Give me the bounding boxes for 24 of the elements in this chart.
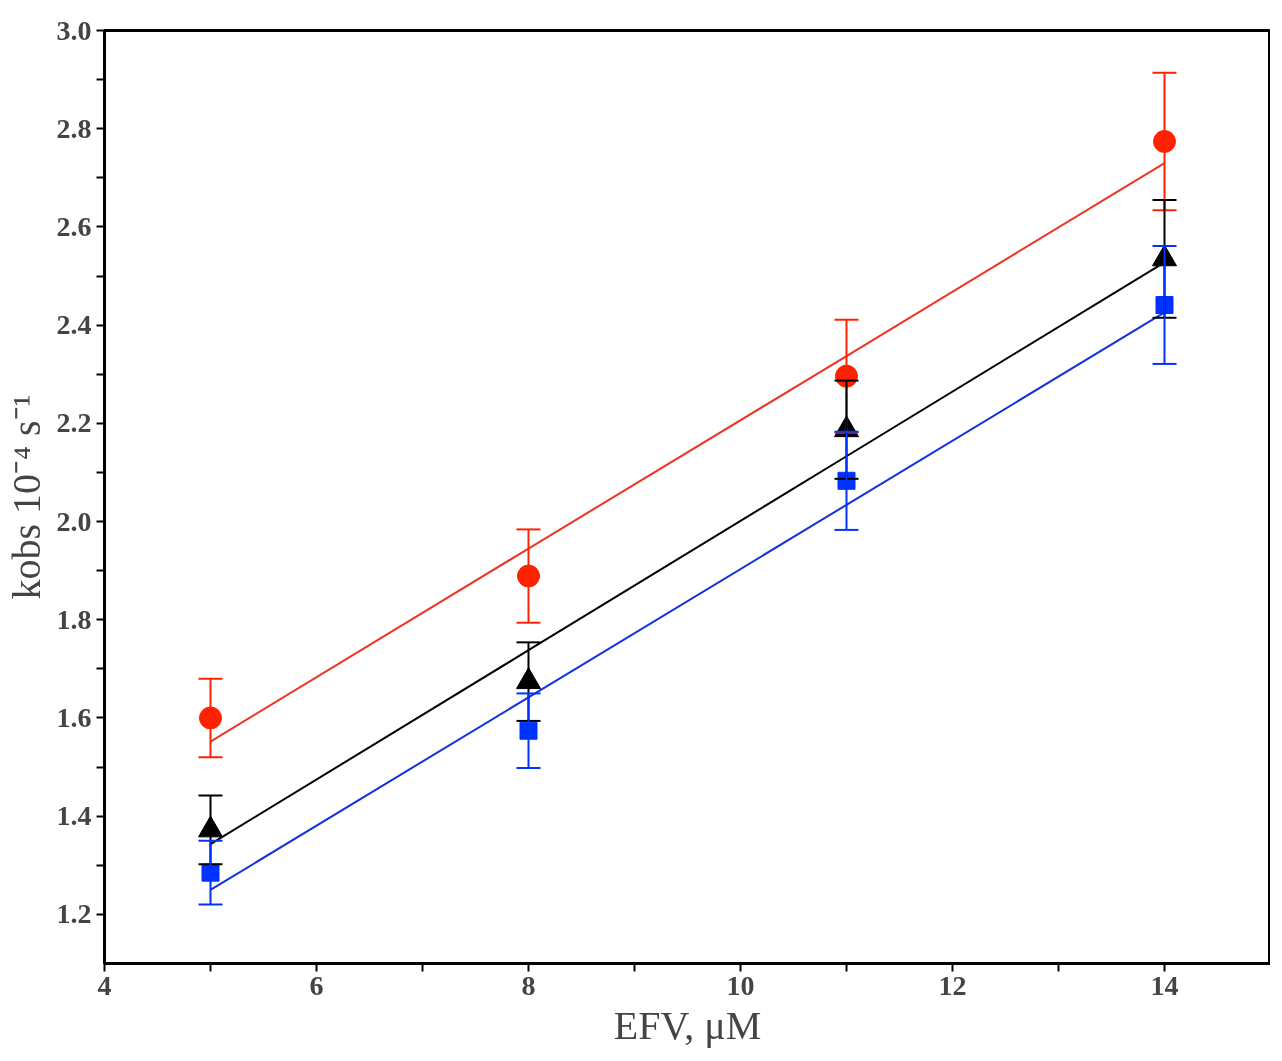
point [517,564,540,588]
point [519,721,538,740]
y-tick-label: 2.2 [56,407,92,439]
y-tick-label: 1.2 [56,898,92,930]
y-tick-label: 1.4 [56,800,92,832]
point [1155,296,1174,314]
y-tick-label: 2.6 [56,210,92,242]
y-tick-label: 3.0 [56,14,92,46]
line-series [209,162,1166,743]
y-axis-title: kobs 10⁻⁴ s⁻¹ [3,394,49,600]
x-tick-label: 8 [521,969,536,1001]
y-tick-label: 2.8 [56,112,92,144]
y-tick-label: 2.0 [56,505,92,537]
point [1153,130,1176,153]
x-tick-label: 10 [726,969,755,1001]
x-axis-title: EFV, μM [613,1002,762,1048]
x-tick-label: 4 [97,969,112,1001]
y-tick-label: 1.6 [56,701,92,733]
y-tick-label: 1.8 [56,603,92,635]
point [199,706,222,730]
y-tick-label: 2.4 [56,309,92,341]
x-tick-label: 12 [938,969,967,1001]
x-tick-label: 14 [1150,969,1179,1001]
x-tick-label: 6 [309,969,324,1001]
